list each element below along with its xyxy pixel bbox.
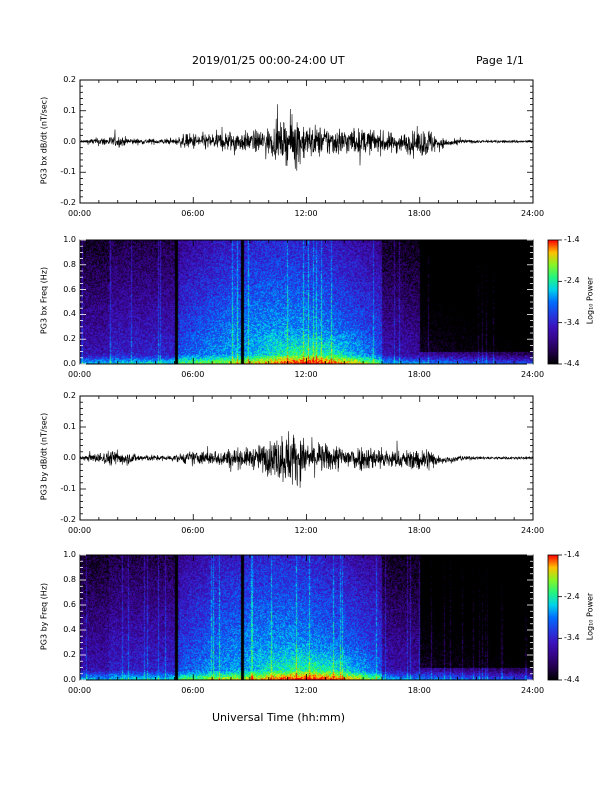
x-tick-label: 00:00 — [68, 370, 92, 379]
colorbar-tick-label: -4.4 — [564, 675, 580, 684]
waveform-series — [79, 104, 534, 171]
x-axis-label: Universal Time (hh:mm) — [212, 711, 345, 724]
x-tick-label: 18:00 — [407, 370, 431, 379]
y-tick-label: 0.4 — [63, 309, 76, 319]
colorbar-tick-label: -2.4 — [564, 591, 580, 601]
plot-frame — [79, 554, 534, 681]
x-tick-label: 18:00 — [407, 686, 431, 695]
x-tick-label: 24:00 — [521, 526, 545, 535]
y-tick-label: -0.1 — [60, 484, 76, 493]
y-tick-label: 1.0 — [63, 550, 76, 559]
y-tick-label: 0.0 — [63, 359, 76, 368]
x-tick-label: 24:00 — [521, 686, 545, 695]
y-tick-label: 0.6 — [63, 284, 76, 294]
spectrogram-heatmap — [80, 555, 533, 680]
date-title: 2019/01/25 00:00-24:00 UT — [192, 54, 345, 67]
y-tick-label: 0.8 — [63, 575, 76, 584]
x-tick-label: 06:00 — [181, 209, 205, 218]
y-tick-label: 1.0 — [63, 235, 76, 244]
x-tick-label: 06:00 — [181, 686, 205, 695]
colorbar-tick-label: -4.4 — [564, 359, 580, 368]
colorbar — [547, 239, 559, 365]
x-tick-label: 18:00 — [407, 209, 431, 218]
y-tick-label: -0.2 — [60, 515, 76, 524]
spectrogram-heatmap — [80, 240, 533, 364]
y-tick-label: 0.4 — [63, 625, 76, 634]
colorbar — [547, 554, 559, 681]
x-tick-label: 18:00 — [407, 526, 431, 535]
y-tick-label: 0.6 — [63, 600, 76, 609]
x-tick-label: 00:00 — [68, 526, 92, 535]
y-tick-label: 0.1 — [63, 105, 76, 115]
y-tick-label: 0.0 — [63, 453, 76, 462]
colorbar-label: Log₁₀ Power — [585, 592, 595, 640]
y-tick-label: 0.2 — [63, 391, 76, 400]
colorbar-tick-label: -3.4 — [564, 633, 580, 643]
y-tick-label: 0.1 — [63, 422, 76, 431]
colorbar-tick-label: -2.4 — [564, 276, 580, 286]
x-tick-label: 24:00 — [521, 209, 545, 218]
x-tick-label: 12:00 — [294, 526, 318, 535]
page-label: Page 1/1 — [476, 54, 524, 67]
colorbar-tick-label: -1.4 — [564, 235, 580, 244]
colorbar-tick-label: -3.4 — [564, 317, 580, 327]
y-tick-label: -0.1 — [60, 167, 76, 177]
colorbar-tick-label: -1.4 — [564, 550, 580, 559]
x-tick-label: 12:00 — [294, 686, 318, 695]
y-tick-label: 0.2 — [63, 650, 76, 659]
x-tick-label: 06:00 — [181, 370, 205, 379]
y-tick-label: 0.2 — [63, 75, 76, 84]
y-tick-label: -0.2 — [60, 198, 76, 207]
x-tick-label: 06:00 — [181, 526, 205, 535]
x-tick-label: 12:00 — [294, 370, 318, 379]
y-tick-label: 0.2 — [63, 334, 76, 344]
y-tick-label: 0.0 — [63, 675, 76, 684]
y-axis-label: PG3 by Freq (Hz) — [39, 582, 49, 650]
x-tick-label: 00:00 — [68, 209, 92, 218]
x-tick-label: 00:00 — [68, 686, 92, 695]
y-tick-label: 0.8 — [63, 259, 76, 269]
waveform-series — [79, 431, 534, 488]
x-tick-label: 12:00 — [294, 209, 318, 218]
x-tick-label: 24:00 — [521, 370, 545, 379]
y-tick-label: 0.0 — [63, 136, 76, 146]
